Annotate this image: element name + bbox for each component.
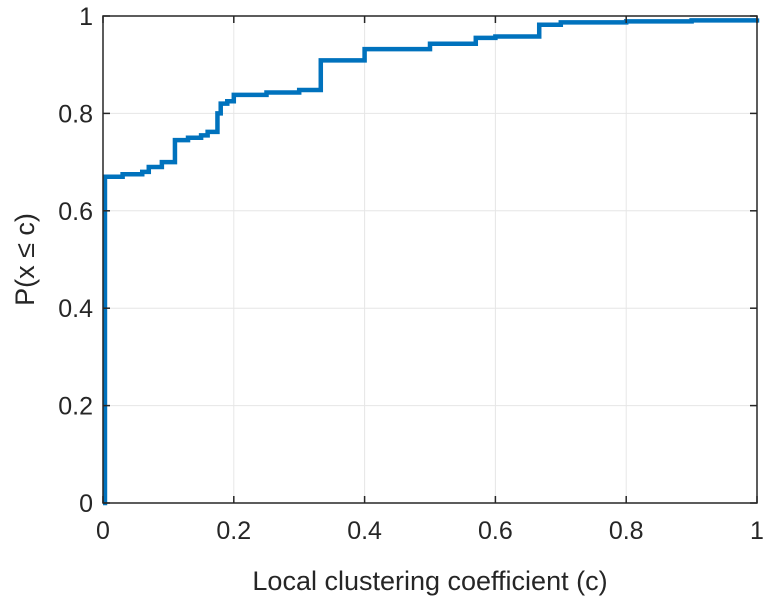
x-tick-label: 0.2 (216, 517, 251, 545)
plot-area (102, 18, 760, 506)
x-tick-label: 0 (96, 517, 110, 545)
y-tick-label: 0 (79, 490, 93, 518)
x-axis-ticks: 0 0.2 0.4 0.6 0.8 1 (96, 16, 764, 545)
y-tick-label: 0.2 (58, 393, 93, 421)
y-tick-label: 0.8 (58, 100, 93, 128)
y-tick-label: 0.4 (58, 295, 93, 323)
y-axis-label: P(x ≤ c) (10, 213, 40, 306)
y-tick-label: 1 (79, 3, 93, 31)
x-tick-label: 0.6 (478, 517, 513, 545)
y-tick-label: 0.6 (58, 198, 93, 226)
cdf-series-line (102, 18, 760, 506)
y-axis-ticks: 0 0.2 0.4 0.6 0.8 1 (58, 3, 757, 518)
x-tick-label: 0.8 (609, 517, 644, 545)
axes-box (102, 15, 758, 504)
grid (103, 16, 757, 503)
x-tick-label: 1 (750, 517, 764, 545)
x-axis-label: Local clustering coefficient (c) (252, 566, 607, 596)
x-tick-label: 0.4 (347, 517, 382, 545)
